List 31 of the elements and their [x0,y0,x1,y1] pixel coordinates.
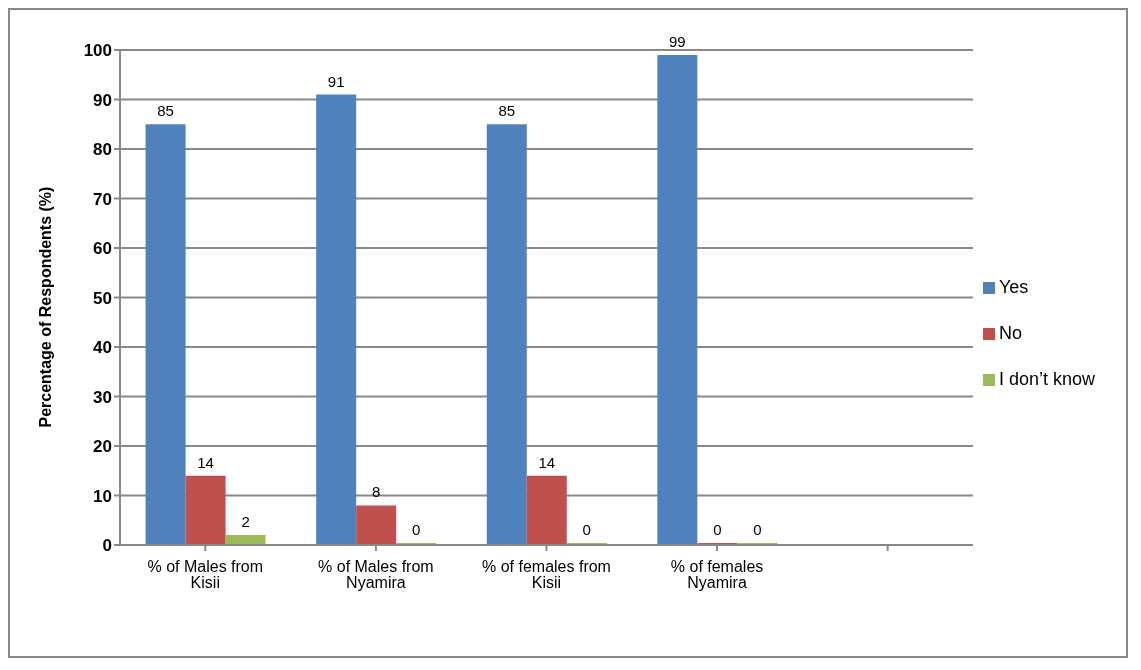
y-tick-label: 50 [93,288,112,308]
legend-label: Yes [998,276,1029,297]
data-label: 85 [498,102,516,120]
x-tick-label: % of Males from Kisii [147,558,264,592]
data-label: 2 [241,513,250,531]
y-tick-label: 80 [93,140,112,160]
x-tick-label: % of females from Kisii [482,558,611,592]
y-tick-label: 70 [93,189,112,209]
y-tick-label: 0 [102,536,112,556]
legend-label: I don’t know [998,368,1095,389]
y-tick-label: 90 [93,90,112,110]
y-tick-label: 30 [93,387,112,407]
data-label: 14 [197,453,214,471]
y-tick-label: 40 [93,338,112,358]
y-tick-label: 20 [93,437,112,457]
data-label: 0 [753,521,762,538]
data-label: 0 [582,521,591,538]
data-label: 0 [412,521,421,538]
y-axis-title: Percentage of Respondents (%) [36,186,54,428]
data-label: 8 [372,483,381,501]
data-label: 0 [713,521,722,538]
y-tick-label: 10 [93,486,112,506]
legend-label: No [998,322,1022,343]
x-tick-label: % of females Nyamira [670,558,764,592]
y-tick-label: 60 [93,239,112,259]
data-label: 14 [538,453,556,471]
y-tick-label: 100 [83,41,112,61]
data-label: 85 [157,102,174,120]
x-tick-label: % of Males from Nyamira [318,558,434,592]
data-label: 99 [669,32,686,50]
data-label: 91 [327,72,345,90]
